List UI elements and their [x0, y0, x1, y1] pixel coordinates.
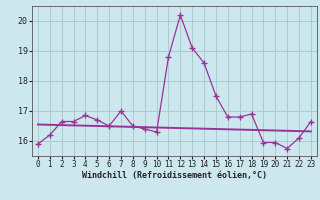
X-axis label: Windchill (Refroidissement éolien,°C): Windchill (Refroidissement éolien,°C) — [82, 171, 267, 180]
